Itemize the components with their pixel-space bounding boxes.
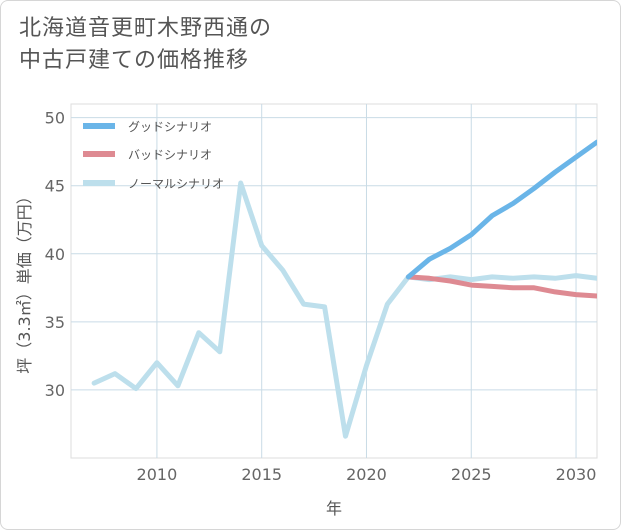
chart-title-line-1: 北海道音更町木野西通の [19, 16, 273, 41]
legend-label-0: グッドシナリオ [128, 120, 212, 134]
y-tick-label: 50 [45, 109, 65, 128]
y-tick-label: 45 [45, 177, 65, 196]
plot-area [70, 103, 598, 459]
x-tick-label: 2030 [556, 465, 597, 484]
x-tick-label: 2010 [137, 465, 178, 484]
series-line-0 [405, 139, 597, 280]
y-axis-title: 坪（3.3㎡）単価（万円） [15, 188, 34, 373]
x-tick-label: 2015 [241, 465, 282, 484]
x-tick-label: 2025 [451, 465, 492, 484]
y-tick-label: 35 [45, 313, 65, 332]
series-line-2 [91, 180, 597, 439]
legend-label-1: バッドシナリオ [128, 148, 212, 162]
x-axis-title: 年 [326, 499, 342, 518]
y-tick-label: 30 [45, 381, 65, 400]
x-tick-label: 2020 [346, 465, 387, 484]
legend-label-2: ノーマルシナリオ [128, 177, 224, 191]
chart-title: 北海道音更町木野西通の 中古戸建ての価格推移 [19, 13, 439, 77]
y-tick-label: 40 [45, 245, 65, 264]
chart-title-line-2: 中古戸建ての価格推移 [19, 48, 250, 73]
series-line-1 [405, 274, 597, 299]
